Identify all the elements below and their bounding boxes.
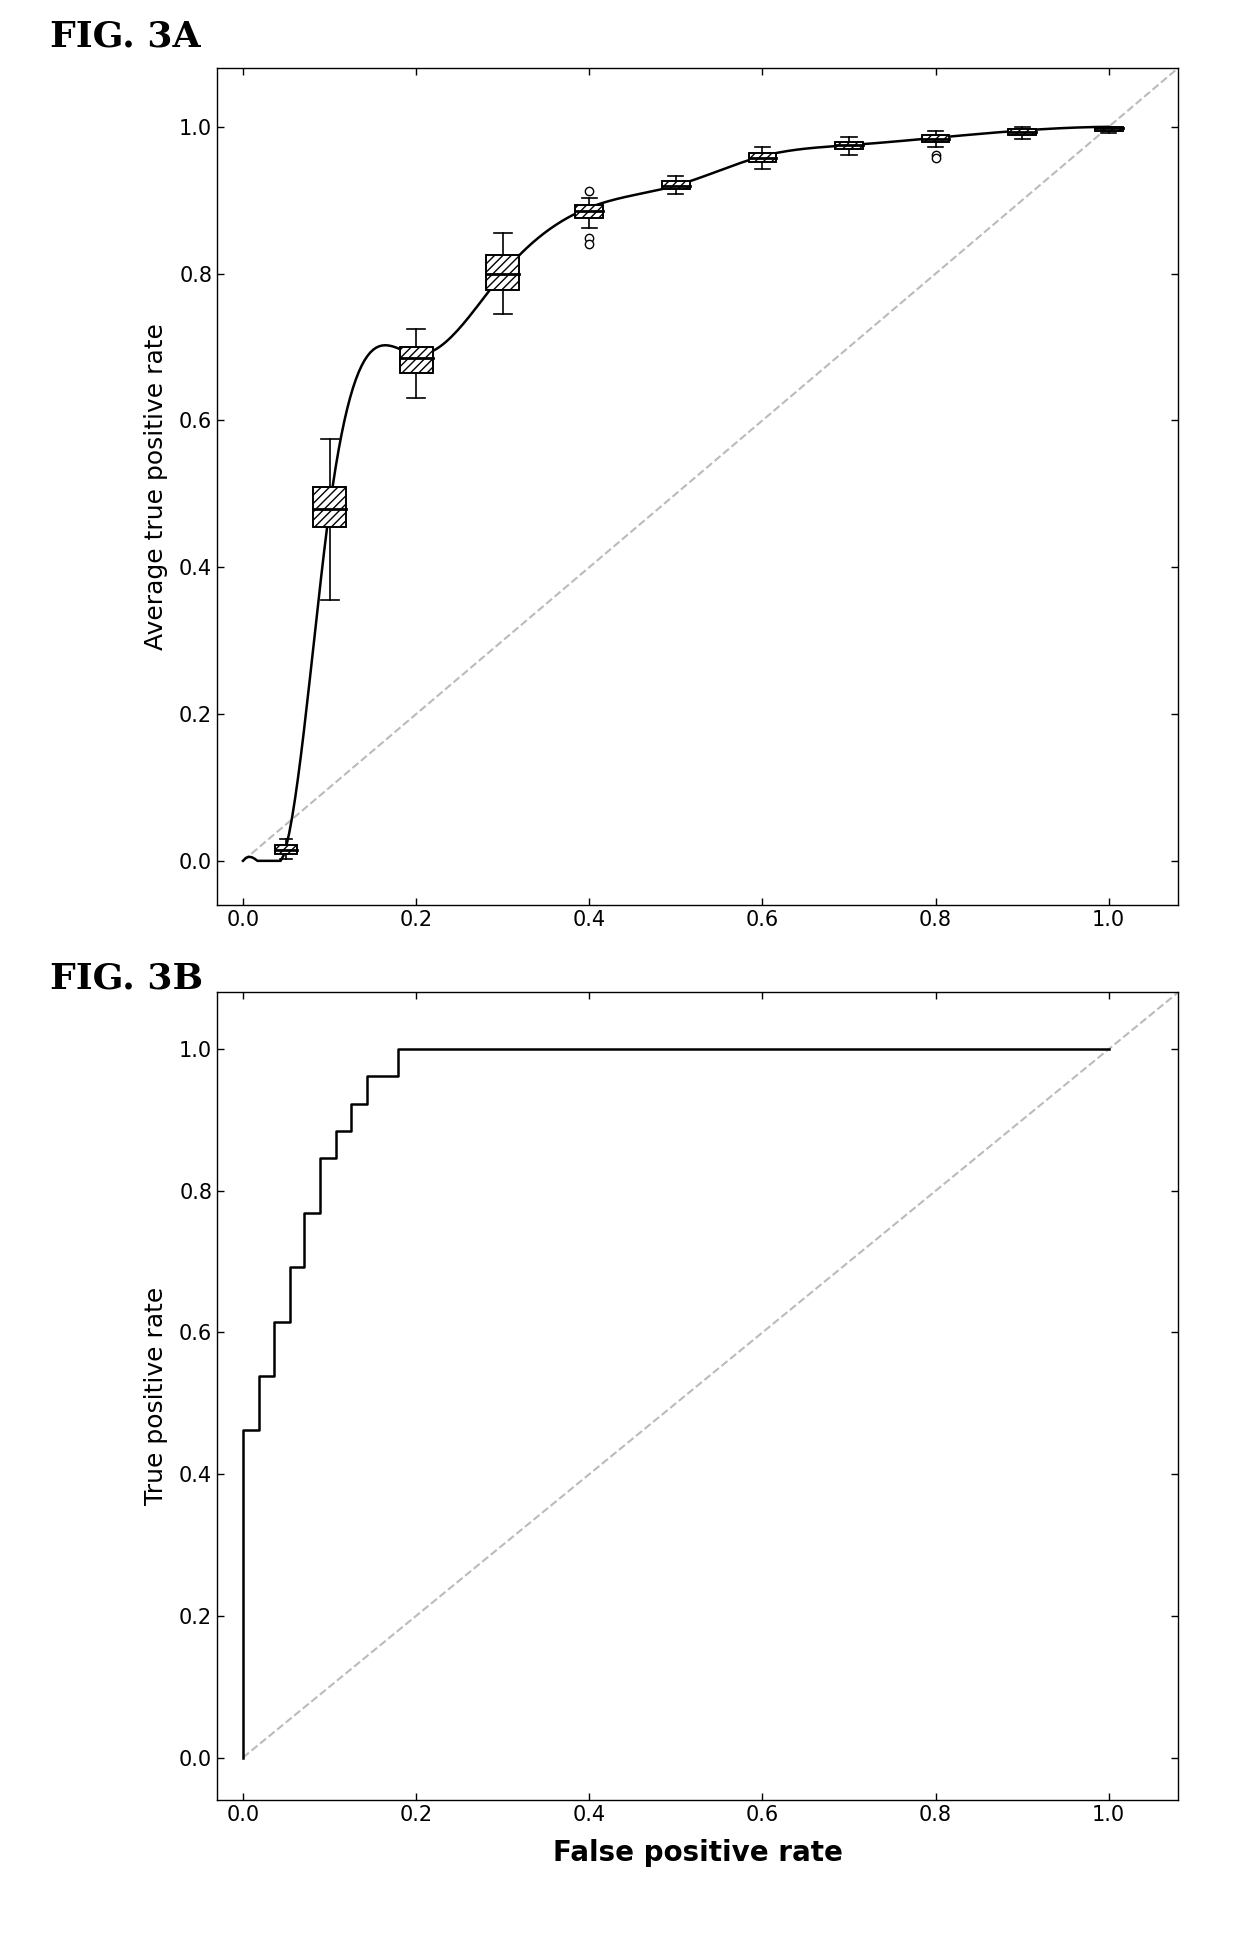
Bar [1095, 126, 1122, 130]
Bar [1008, 128, 1035, 134]
Bar [749, 152, 776, 162]
Bar [1095, 126, 1122, 130]
Bar [1008, 128, 1035, 134]
Bar [486, 255, 520, 290]
Bar [662, 181, 689, 189]
Bar [662, 181, 689, 189]
Bar [1095, 126, 1122, 130]
Bar [312, 486, 346, 527]
Bar [836, 142, 863, 148]
Bar [836, 142, 863, 148]
X-axis label: False positive rate: False positive rate [553, 1839, 842, 1866]
Bar [921, 134, 950, 142]
Bar [921, 134, 950, 142]
Bar [275, 845, 298, 854]
Bar [275, 845, 298, 854]
Bar [836, 142, 863, 148]
Bar [749, 152, 776, 162]
Text: FIG. 3A: FIG. 3A [50, 19, 200, 53]
Bar [399, 346, 433, 374]
Bar [486, 255, 520, 290]
Bar [662, 181, 689, 189]
Bar [275, 845, 298, 854]
Bar [575, 204, 603, 218]
Bar [1008, 128, 1035, 134]
Bar [749, 152, 776, 162]
Bar [575, 204, 603, 218]
Bar [575, 204, 603, 218]
Bar [399, 346, 433, 374]
Bar [486, 255, 520, 290]
Y-axis label: Average true positive rate: Average true positive rate [144, 323, 167, 650]
Text: FIG. 3B: FIG. 3B [50, 961, 202, 994]
Bar [312, 486, 346, 527]
Bar [399, 346, 433, 374]
Bar [921, 134, 950, 142]
Bar [312, 486, 346, 527]
Y-axis label: True positive rate: True positive rate [144, 1286, 167, 1506]
